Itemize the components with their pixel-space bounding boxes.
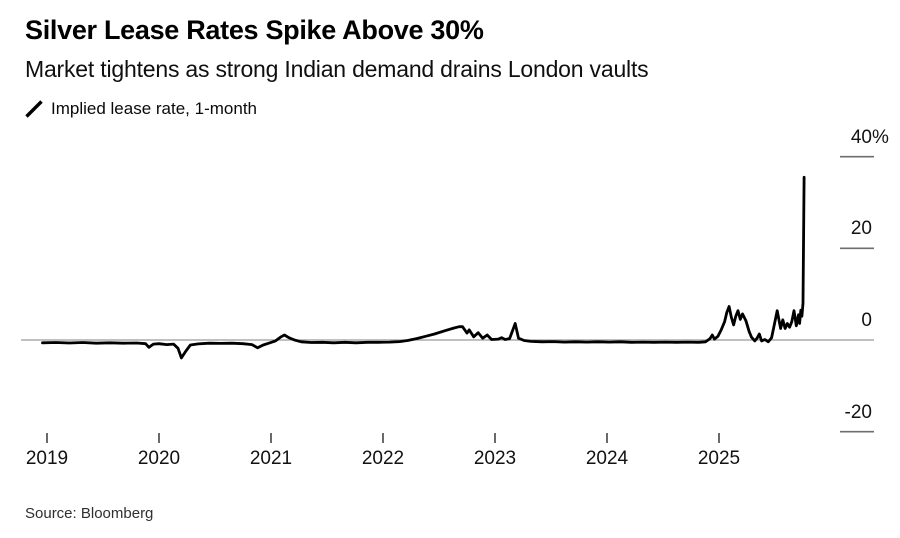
y-axis-label-value: 0 bbox=[861, 310, 872, 331]
y-axis-label: -20 bbox=[845, 403, 872, 422]
chart-subtitle: Market tightens as strong Indian demand … bbox=[25, 56, 649, 82]
x-axis-label: 2024 bbox=[585, 448, 629, 469]
y-axis-label: 20 bbox=[851, 219, 872, 238]
y-axis-label-value: 20 bbox=[850, 218, 872, 240]
x-axis-label: 2020 bbox=[137, 448, 181, 469]
y-axis-label: 0 bbox=[861, 311, 872, 330]
y-axis-unit-suffix: % bbox=[872, 126, 889, 148]
x-axis-label: 2022 bbox=[361, 448, 405, 469]
source-attribution: Source: Bloomberg bbox=[25, 505, 154, 522]
y-axis-label: 40% bbox=[850, 126, 889, 148]
y-axis-label-value: 40 bbox=[850, 126, 872, 148]
x-axis-label: 2021 bbox=[249, 448, 293, 469]
x-axis-label: 2025 bbox=[697, 448, 741, 469]
line-series-slash-icon bbox=[25, 100, 43, 118]
lease-rate-line bbox=[41, 175, 806, 360]
x-axis-label: 2023 bbox=[473, 448, 517, 469]
chart-title: Silver Lease Rates Spike Above 30% bbox=[25, 15, 484, 45]
x-axis-label: 2019 bbox=[25, 448, 69, 469]
legend-label: Implied lease rate, 1-month bbox=[51, 99, 257, 118]
legend: Implied lease rate, 1-month bbox=[25, 99, 257, 119]
y-axis-label-value: -20 bbox=[844, 401, 872, 423]
